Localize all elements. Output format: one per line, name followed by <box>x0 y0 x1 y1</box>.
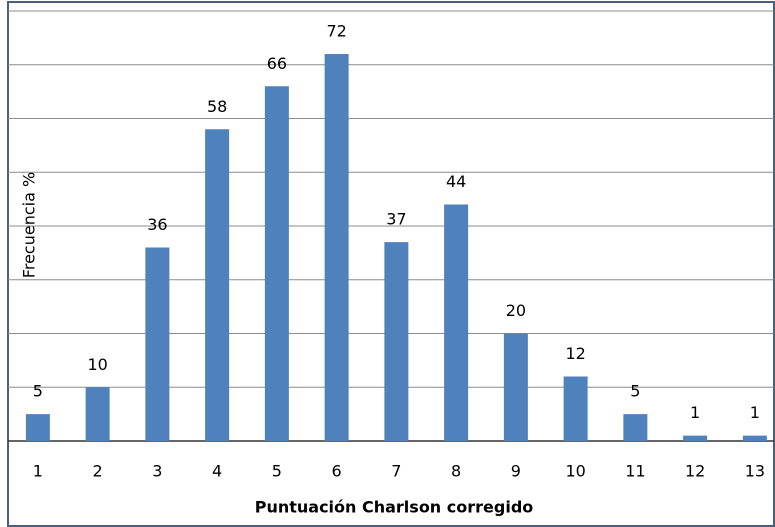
bar <box>85 387 110 441</box>
bar <box>264 86 289 441</box>
x-tick-label: 10 <box>565 462 585 481</box>
x-tick-label: 9 <box>511 462 521 481</box>
data-label: 5 <box>33 382 43 401</box>
x-tick-label: 13 <box>745 462 765 481</box>
bar <box>145 247 170 441</box>
data-label: 1 <box>750 403 760 422</box>
data-label: 12 <box>565 344 585 363</box>
x-tick-label: 3 <box>152 462 162 481</box>
bar <box>563 376 588 441</box>
data-label: 72 <box>326 22 346 41</box>
x-tick-label: 7 <box>391 462 401 481</box>
bar <box>742 435 767 441</box>
data-label: 5 <box>630 382 640 401</box>
data-label: 10 <box>87 355 107 374</box>
y-axis-title: Frecuencia % <box>20 172 39 278</box>
bar <box>384 242 409 441</box>
bar <box>683 435 708 441</box>
frame <box>7 1 775 527</box>
bar <box>25 414 50 441</box>
x-tick-label: 11 <box>625 462 645 481</box>
data-label: 36 <box>147 215 167 234</box>
data-label: 44 <box>446 172 466 191</box>
bar <box>205 129 230 441</box>
x-tick-label: 1 <box>33 462 43 481</box>
data-label: 37 <box>386 210 406 229</box>
bar <box>324 54 349 441</box>
x-tick-label: 12 <box>685 462 705 481</box>
x-tick-label: 4 <box>212 462 222 481</box>
x-tick-label: 5 <box>272 462 282 481</box>
data-label: 1 <box>690 403 700 422</box>
x-tick-label: 2 <box>93 462 103 481</box>
data-label: 20 <box>506 301 526 320</box>
x-tick-label: 8 <box>451 462 461 481</box>
x-tick-label: 6 <box>332 462 342 481</box>
data-label: 58 <box>207 97 227 116</box>
data-label: 66 <box>267 54 287 73</box>
bar <box>444 204 469 441</box>
bar <box>623 414 648 441</box>
bar <box>503 333 528 441</box>
x-axis-title: Puntuación Charlson corregido <box>255 498 534 517</box>
